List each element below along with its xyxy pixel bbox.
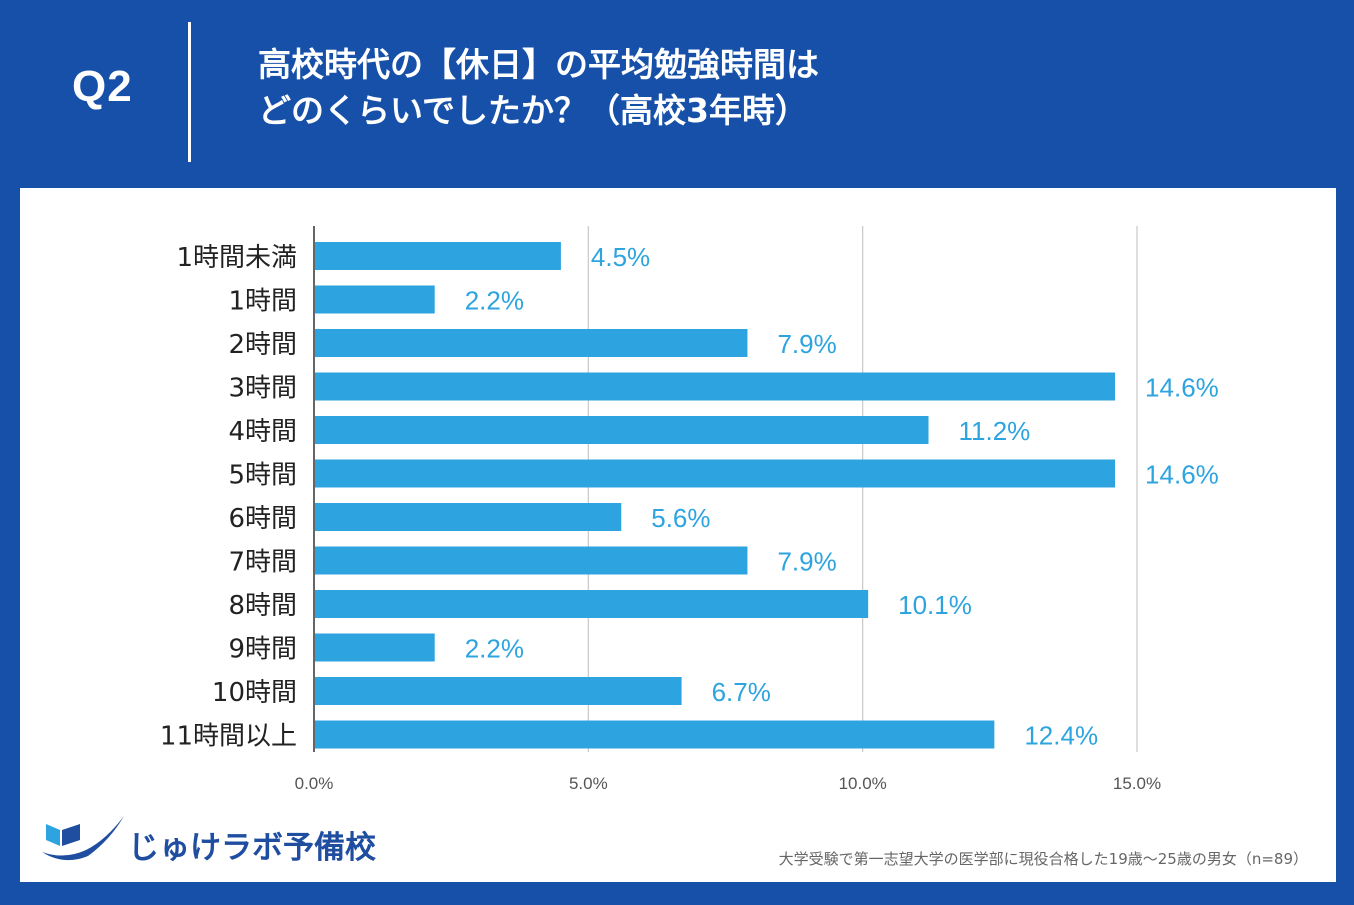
category-label: 7時間	[228, 548, 297, 578]
bar	[315, 677, 682, 705]
x-tick-label: 10.0%	[839, 774, 887, 793]
category-label: 9時間	[228, 635, 297, 665]
question-label: Q2	[72, 62, 133, 111]
bar	[315, 372, 1116, 401]
category-label: 11時間以上	[160, 722, 297, 752]
category-label: 1時間	[228, 287, 297, 317]
data-label: 2.2%	[465, 286, 524, 316]
bar	[315, 285, 435, 314]
data-label: 10.1%	[898, 590, 972, 620]
bar	[315, 242, 561, 270]
x-tick-label: 5.0%	[569, 774, 608, 793]
bar	[315, 459, 1116, 488]
bar	[315, 329, 748, 357]
category-label: 5時間	[228, 461, 297, 491]
category-label: 3時間	[228, 374, 297, 404]
data-label: 12.4%	[1024, 721, 1098, 751]
data-label: 14.6%	[1145, 373, 1219, 403]
page-title: 高校時代の【休日】の平均勉強時間は どのくらいでしたか？（高校3年時）	[258, 42, 819, 134]
category-label: 6時間	[228, 504, 297, 534]
header-divider	[188, 22, 191, 162]
header: Q2 高校時代の【休日】の平均勉強時間は どのくらいでしたか？（高校3年時）	[0, 0, 1354, 188]
x-tick-label: 15.0%	[1113, 774, 1161, 793]
data-label: 11.2%	[959, 416, 1031, 446]
category-label: 8時間	[228, 591, 297, 621]
sample-note: 大学受験で第一志望大学の医学部に現役合格した19歳〜25歳の男女（n=89）	[778, 850, 1308, 868]
data-label: 5.6%	[651, 503, 710, 533]
x-tick-label: 0.0%	[295, 774, 334, 793]
bar	[315, 590, 869, 618]
data-label: 7.9%	[777, 547, 836, 577]
bar	[315, 633, 435, 662]
category-label: 2時間	[228, 330, 297, 360]
data-label: 4.5%	[591, 242, 650, 272]
category-label: 1時間未満	[176, 243, 297, 273]
data-label: 14.6%	[1145, 460, 1219, 490]
bar	[315, 503, 622, 531]
book-logo-icon	[42, 816, 124, 861]
bar	[315, 720, 995, 749]
data-label: 7.9%	[777, 329, 836, 359]
bar	[315, 416, 929, 444]
data-label: 6.7%	[712, 677, 771, 707]
logo-text: じゅけラボ予備校	[128, 830, 376, 866]
title-line-2: どのくらいでしたか？（高校3年時）	[258, 91, 808, 130]
category-label: 10時間	[212, 678, 297, 708]
category-label: 4時間	[228, 417, 297, 447]
title-line-1: 高校時代の【休日】の平均勉強時間は	[258, 45, 819, 84]
chart-panel	[20, 188, 1336, 882]
bar	[315, 546, 748, 575]
data-label: 2.2%	[465, 634, 524, 664]
